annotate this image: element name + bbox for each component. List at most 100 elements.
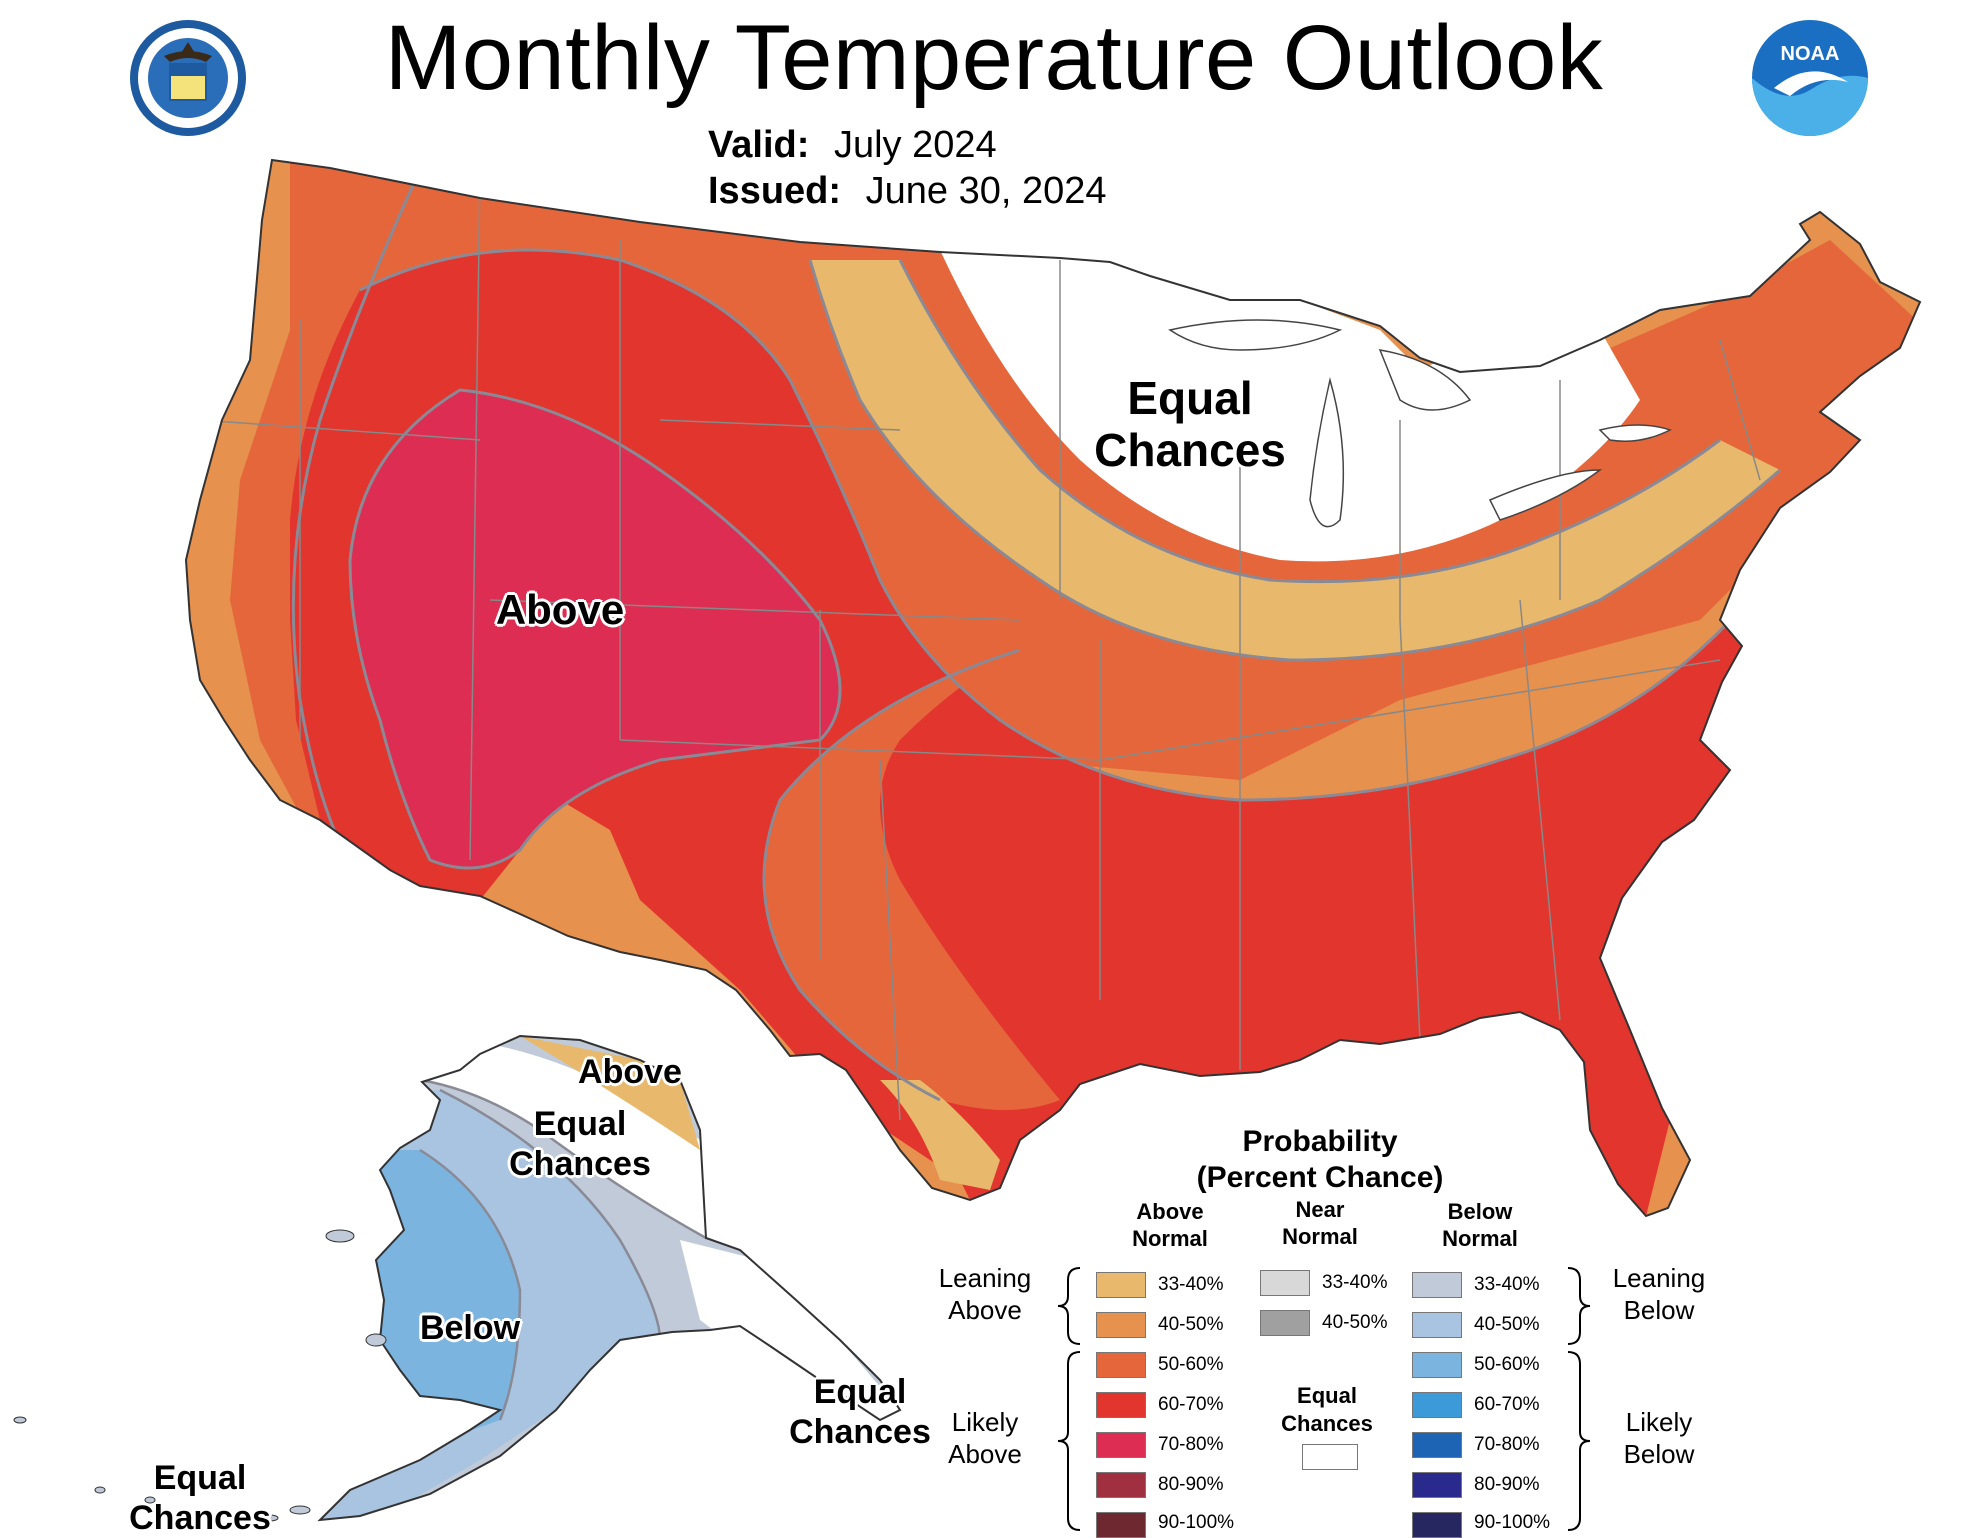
department-of-commerce-seal-icon xyxy=(130,20,246,136)
ak-se-equal-line1: Equal xyxy=(813,1373,907,1411)
contour-lines xyxy=(291,169,1781,1102)
ak-equal-line2: Chances xyxy=(509,1145,651,1183)
swatch-below-60-70 xyxy=(1412,1392,1462,1418)
ak-se-equal-line2: Chances xyxy=(789,1413,931,1451)
ak-sw-equal-chances-label: Equal Chances xyxy=(100,1458,300,1538)
conus-outline xyxy=(184,158,1922,1218)
label-near-33-40: 33-40% xyxy=(1322,1272,1388,1293)
swatch-above-40-50 xyxy=(1096,1312,1146,1338)
valid-line: Valid: July 2024 xyxy=(708,122,997,168)
likely-above-brace-icon xyxy=(1057,1351,1081,1531)
ak-sw-equal-line1: Equal xyxy=(153,1459,247,1497)
swatch-above-90-100 xyxy=(1096,1512,1146,1538)
swatch-below-33-40 xyxy=(1412,1272,1462,1298)
great-lakes xyxy=(1168,319,1672,528)
conus-equal-line2: Chances xyxy=(1094,424,1286,476)
label-above-90-100: 90-100% xyxy=(1158,1512,1235,1533)
label-near-40-50: 40-50% xyxy=(1322,1312,1388,1333)
band-above-70-80 xyxy=(348,388,842,870)
valid-label: Valid: xyxy=(708,124,810,166)
ak-below-label: Below xyxy=(419,1309,521,1347)
leaning-below-line2: Below xyxy=(1623,1295,1695,1325)
likely-above-line2: Above xyxy=(948,1439,1022,1469)
leaning-above-brace-icon xyxy=(1057,1267,1081,1345)
legend-leaning-above: Leaning Above xyxy=(920,1262,1050,1326)
ak-sw-equal-line2: Chances xyxy=(129,1499,271,1537)
leaning-below-line1: Leaning xyxy=(1612,1263,1706,1293)
swatch-below-80-90 xyxy=(1412,1472,1462,1498)
state-boundaries xyxy=(199,169,1761,1121)
label-below-80-90: 80-90% xyxy=(1474,1474,1540,1495)
issued-label: Issued: xyxy=(708,170,842,212)
band-above-50-60-sw xyxy=(764,650,1060,1110)
ak-equal-chances-label: Equal Chances xyxy=(470,1104,690,1184)
ak-equal-line1: Equal xyxy=(533,1105,627,1143)
label-above-70-80: 70-80% xyxy=(1158,1434,1224,1455)
label-above-50-60: 50-60% xyxy=(1158,1354,1224,1375)
above-head-line1: Above xyxy=(1136,1199,1204,1224)
legend-leaning-below: Leaning Below xyxy=(1594,1262,1724,1326)
legend-above-header: Above Normal xyxy=(1110,1198,1230,1252)
noaa-logo-text: NOAA xyxy=(1781,43,1840,65)
likely-below-brace-icon xyxy=(1567,1351,1591,1531)
label-below-70-80: 70-80% xyxy=(1474,1434,1540,1455)
swatch-near-40-50 xyxy=(1260,1310,1310,1336)
above-head-line2: Normal xyxy=(1132,1226,1208,1251)
label-above-40-50: 40-50% xyxy=(1158,1314,1224,1335)
swatch-above-70-80 xyxy=(1096,1432,1146,1458)
ak-band-se-equal xyxy=(680,1240,900,1440)
label-below-50-60: 50-60% xyxy=(1474,1354,1540,1375)
band-above-33-40 xyxy=(810,260,1780,660)
page-title: Monthly Temperature Outlook xyxy=(384,7,1604,109)
alaska-outline xyxy=(317,1034,902,1522)
legend-equal-chances: Equal Chances xyxy=(1262,1382,1392,1438)
near-head-line2: Normal xyxy=(1282,1224,1358,1249)
aleutian-islands xyxy=(13,1229,387,1528)
equal-line1: Equal xyxy=(1297,1383,1357,1408)
legend-likely-below: Likely Below xyxy=(1594,1406,1724,1470)
swatch-above-50-60 xyxy=(1096,1352,1146,1378)
likely-below-line1: Likely xyxy=(1625,1407,1693,1437)
conus-equal-chances-label: Equal Chances xyxy=(1040,372,1340,476)
ak-above-label: Above xyxy=(578,1053,682,1091)
label-below-60-70: 60-70% xyxy=(1474,1394,1540,1415)
swatch-below-90-100 xyxy=(1412,1512,1462,1538)
ak-se-equal-chances-label: Equal Chances xyxy=(760,1372,960,1452)
legend-below-header: Below Normal xyxy=(1420,1198,1540,1252)
ak-band-equal-chances xyxy=(420,1036,706,1238)
conus-probability-bands xyxy=(186,160,1920,1216)
legend-likely-above: Likely Above xyxy=(920,1406,1050,1470)
label-above-60-70: 60-70% xyxy=(1158,1394,1224,1415)
label-above-80-90: 80-90% xyxy=(1158,1474,1224,1495)
noaa-logo-icon: NOAA xyxy=(1752,20,1868,136)
ak-contours xyxy=(419,1078,707,1421)
label-below-90-100: 90-100% xyxy=(1474,1512,1551,1533)
leaning-above-line2: Above xyxy=(948,1295,1022,1325)
issued-line: Issued: June 30, 2024 xyxy=(708,168,1107,214)
label-above-33-40: 33-40% xyxy=(1158,1274,1224,1295)
valid-value: July 2024 xyxy=(833,124,997,166)
swatch-above-80-90 xyxy=(1096,1472,1146,1498)
band-equal-chances xyxy=(940,250,1640,562)
likely-above-line1: Likely xyxy=(951,1407,1019,1437)
swatch-equal-chances xyxy=(1302,1444,1358,1470)
below-head-line1: Below xyxy=(1447,1199,1513,1224)
near-head-line1: Near xyxy=(1295,1197,1345,1222)
conus-equal-line1: Equal xyxy=(1127,372,1253,424)
swatch-near-33-40 xyxy=(1260,1270,1310,1296)
legend-title-line1: Probability xyxy=(1242,1125,1398,1158)
below-head-line2: Normal xyxy=(1442,1226,1518,1251)
equal-line2: Chances xyxy=(1281,1411,1373,1436)
swatch-above-60-70 xyxy=(1096,1392,1146,1418)
conus-above-label: Above xyxy=(495,586,625,633)
likely-below-line2: Below xyxy=(1623,1439,1695,1469)
swatch-below-40-50 xyxy=(1412,1312,1462,1338)
legend-title-line2: (Percent Chance) xyxy=(1196,1161,1444,1194)
legend-near-header: Near Normal xyxy=(1260,1196,1380,1250)
band-above-33-40-tx xyxy=(880,1080,1000,1190)
swatch-above-33-40 xyxy=(1096,1272,1146,1298)
issued-value: June 30, 2024 xyxy=(865,170,1107,212)
